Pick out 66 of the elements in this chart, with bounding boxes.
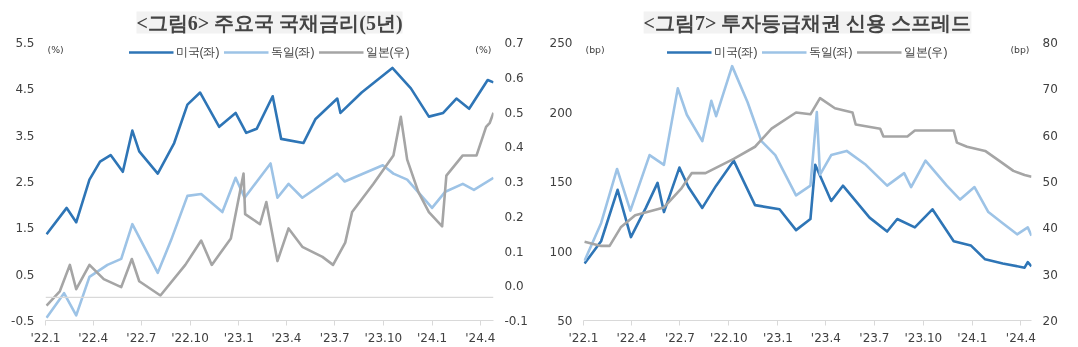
y-tick-label: 4.5	[15, 82, 35, 97]
x-tick-label: '22.10	[171, 330, 209, 345]
x-tick-label: '23.10	[364, 330, 403, 345]
y2-tick-label: 40	[1042, 221, 1058, 236]
y2-tick-label: 0.3	[504, 175, 524, 189]
y-axis-title: (%)	[47, 43, 64, 55]
y-tick-label: 100	[549, 244, 573, 259]
y-tick-label: 1.5	[15, 221, 35, 236]
x-tick-label: '23.1	[762, 330, 793, 345]
y-tick-label: 200	[549, 105, 573, 120]
line-series	[583, 96, 1032, 248]
y-tick-label: 3.5	[15, 128, 35, 143]
y2-axis-title: (%)	[475, 43, 492, 55]
y2-tick-label: 0.5	[504, 105, 524, 120]
x-tick-label: '23.1	[223, 330, 254, 345]
y2-tick-label: 30	[1042, 267, 1058, 282]
y2-tick-label: 70	[1042, 82, 1058, 97]
y2-tick-label: 0.2	[504, 209, 524, 224]
x-tick-label: '22.1	[568, 330, 599, 345]
legend-label: 독일(좌)	[808, 43, 853, 61]
chart-title: <그림6> 주요국 국채금리(5년)	[136, 11, 403, 35]
y2-tick-label: 0.6	[504, 70, 524, 85]
y2-axis-title: (bp)	[1010, 43, 1030, 55]
x-tick-label: '23.7	[859, 330, 890, 345]
legend-label: 일본(우)	[903, 43, 948, 61]
x-tick-label: '24.1	[957, 330, 988, 345]
y2-tick-label: 50	[1042, 175, 1058, 189]
x-tick-label: '22.4	[616, 330, 647, 345]
x-tick-label: '22.7	[126, 330, 157, 345]
x-tick-label: '23.7	[319, 330, 350, 345]
x-tick-label: '24.1	[417, 330, 448, 345]
y-tick-label: 150	[549, 175, 573, 189]
x-tick-label: '23.10	[904, 330, 943, 345]
legend-label: 미국(좌)	[713, 43, 758, 61]
legend-label: 독일(좌)	[270, 43, 315, 61]
x-tick-label: '22.10	[710, 330, 748, 345]
x-tick-label: '23.4	[810, 330, 841, 345]
x-tick-label: '22.4	[78, 330, 109, 345]
x-tick-label: '24.4	[1005, 330, 1036, 345]
y-tick-label: 2.5	[15, 175, 35, 189]
y-tick-label: 5.5	[15, 36, 35, 50]
y2-tick-label: 80	[1042, 36, 1058, 50]
line-series	[45, 66, 494, 236]
x-tick-label: '24.4	[465, 330, 496, 345]
legend-label: 일본(우)	[365, 43, 410, 61]
y-tick-label: 0.5	[15, 267, 35, 282]
y2-tick-label: 0.1	[504, 244, 524, 259]
y-tick-label: 50	[557, 314, 573, 328]
y-axis-title: (bp)	[585, 43, 605, 55]
y2-tick-label: -0.1	[504, 314, 528, 328]
y2-tick-label: 20	[1042, 314, 1058, 328]
chart-title: <그림7> 투자등급채권 신용 스프레드	[643, 11, 972, 34]
line-series	[45, 111, 494, 307]
legend-label: 미국(좌)	[175, 43, 220, 61]
line-series	[45, 162, 494, 320]
x-tick-label: '22.7	[664, 330, 695, 345]
y2-tick-label: 60	[1042, 128, 1058, 143]
x-tick-label: '22.1	[30, 330, 61, 345]
line-series	[583, 64, 1032, 263]
x-tick-label: '23.4	[271, 330, 302, 345]
line-series	[583, 159, 1032, 269]
y2-tick-label: 0.7	[504, 36, 524, 50]
y-tick-label: -0.5	[11, 314, 35, 328]
y2-tick-label: 0.4	[504, 140, 524, 155]
y2-tick-label: 0.0	[504, 279, 524, 294]
y-tick-label: 250	[549, 36, 573, 50]
